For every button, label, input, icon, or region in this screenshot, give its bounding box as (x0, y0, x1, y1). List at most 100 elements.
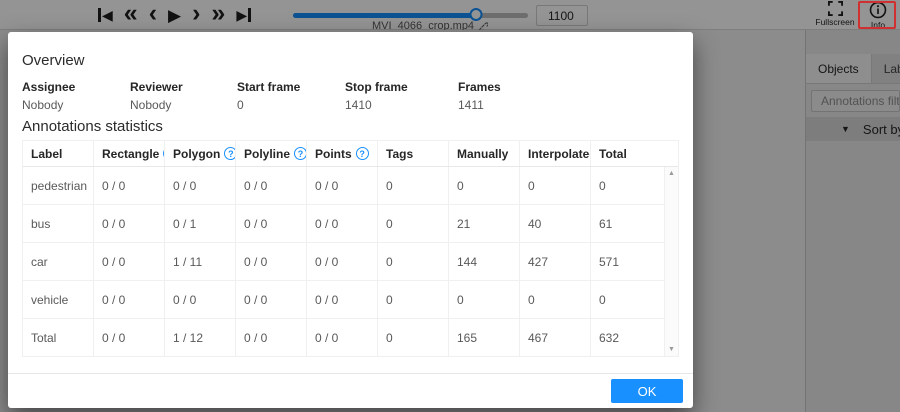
sidebar-tabs: Objects Labels (806, 54, 900, 84)
stats-header-row: LabelRectangle?Polygon?Polyline?Points?T… (23, 141, 678, 167)
stat-cell: 632 (599, 330, 620, 345)
stat-cell: 0 / 0 (165, 281, 236, 318)
modal-title: Overview (22, 52, 85, 69)
table-scrollbar[interactable]: ▲ ▼ (664, 167, 678, 356)
double-chevron-right-icon: » (211, 0, 226, 27)
stat-cell: 0 / 0 (236, 243, 307, 280)
label-cell: pedestrian (23, 167, 94, 204)
ok-button[interactable]: OK (611, 379, 683, 403)
column-header-manually: Manually (449, 141, 520, 166)
stat-cell: 144 (449, 243, 520, 280)
help-question-icon[interactable]: ? (224, 147, 235, 160)
stat-cell: 0 (520, 167, 591, 204)
frame-slider[interactable] (293, 8, 528, 21)
stat-cell: 0 / 0 (236, 167, 307, 204)
tab-objects[interactable]: Objects (806, 54, 872, 83)
column-header-tags: Tags (378, 141, 449, 166)
stat-cell: 0 (378, 281, 449, 318)
sort-by-dropdown[interactable]: Sort by (862, 121, 900, 137)
forward-button[interactable]: » (211, 0, 225, 30)
stat-cell: 0 (378, 243, 449, 280)
stat-cell: 1 / 12 (165, 319, 236, 356)
help-question-icon[interactable]: ? (355, 147, 369, 160)
sidebar-toolbar: ▼ Sort by (806, 117, 900, 141)
scroll-up-icon[interactable]: ▲ (668, 170, 675, 177)
stat-cell: 0 / 0 (307, 243, 378, 280)
play-icon: ▶ (168, 5, 182, 25)
slider-handle[interactable] (469, 8, 483, 21)
stat-cell: 571 (599, 254, 620, 269)
stat-cell: 0 / 0 (94, 205, 165, 242)
overview-modal: Overview Assignee Nobody Reviewer Nobody… (8, 32, 693, 408)
help-question-icon[interactable]: ? (294, 147, 306, 160)
stats-section-title: Annotations statistics (22, 118, 163, 135)
stat-cell: 40 (520, 205, 591, 242)
stat-cell: 0 (520, 281, 591, 318)
column-header-points: Points? (307, 141, 378, 166)
stat-cell: 0 (599, 292, 606, 307)
double-chevron-left-icon: « (123, 0, 138, 27)
stat-cell: 0 / 0 (307, 281, 378, 318)
column-header-interpolated: Interpolated (520, 141, 591, 166)
stat-cell: 0 (378, 167, 449, 204)
player-controls: ◀ « ‹ ▶ › » ▶ (98, 0, 252, 30)
previous-frame-button[interactable]: ‹ (149, 0, 157, 30)
go-last-frame-button[interactable]: ▶ (236, 0, 252, 30)
stat-cell: 165 (449, 319, 520, 356)
stat-cell: 0 / 0 (94, 281, 165, 318)
tab-labels[interactable]: Labels (883, 61, 900, 76)
stat-cell: 1 / 11 (165, 243, 236, 280)
stat-cell: 0 (449, 167, 520, 204)
stat-cell: 0 (378, 319, 449, 356)
scroll-down-icon[interactable]: ▼ (668, 346, 675, 353)
stat-cell: 0 / 0 (165, 167, 236, 204)
go-first-frame-button[interactable]: ◀ (98, 0, 113, 30)
label-cell: Total (23, 319, 94, 356)
stat-cell: 0 / 1 (165, 205, 236, 242)
meta-start-frame: Start frame 0 (237, 80, 301, 112)
stat-cell: 61 (599, 216, 613, 231)
chevron-left-icon: ‹ (148, 0, 158, 27)
backward-button[interactable]: « (124, 0, 138, 30)
modal-footer: OK (8, 373, 693, 408)
stat-cell: 427 (520, 243, 591, 280)
stat-cell: 0 (378, 205, 449, 242)
stat-cell: 0 / 0 (94, 319, 165, 356)
stat-cell: 0 / 0 (236, 205, 307, 242)
label-cell: car (23, 243, 94, 280)
last-frame-icon: ▶ (236, 8, 252, 22)
annotations-filter-input[interactable]: Annotations filter (811, 90, 900, 112)
stat-cell: 0 / 0 (236, 319, 307, 356)
stat-cell: 0 (599, 178, 606, 193)
first-frame-icon: ◀ (98, 8, 113, 22)
chevron-right-icon: › (192, 0, 201, 27)
stat-cell: 0 / 0 (307, 167, 378, 204)
column-header-polyline: Polyline? (236, 141, 307, 166)
fullscreen-button[interactable]: Fullscreen (813, 1, 857, 27)
stat-cell: 0 (449, 281, 520, 318)
column-header-rectangle: Rectangle? (94, 141, 165, 166)
label-cell: bus (23, 205, 94, 242)
column-header-label: Label (23, 141, 94, 166)
stat-cell: 0 / 0 (94, 167, 165, 204)
frame-number-input[interactable] (536, 5, 588, 26)
stat-cell: 0 / 0 (307, 319, 378, 356)
stat-cell: 21 (449, 205, 520, 242)
meta-stop-frame: Stop frame 1410 (345, 80, 408, 112)
player-bar: ◀ « ‹ ▶ › » ▶ MVI_4066_crop.mp4 (0, 0, 900, 32)
column-header-polygon: Polygon? (165, 141, 236, 166)
next-frame-button[interactable]: › (192, 0, 200, 30)
annotations-statistics-table: LabelRectangle?Polygon?Polyline?Points?T… (22, 140, 679, 357)
stat-cell: 0 / 0 (307, 205, 378, 242)
meta-frames: Frames 1411 (458, 80, 501, 112)
expand-caret-icon[interactable]: ▼ (841, 124, 850, 134)
label-cell: vehicle (23, 281, 94, 318)
play-button[interactable]: ▶ (168, 0, 181, 30)
objects-sidebar: Objects Labels Annotations filter ▼ Sort… (805, 30, 900, 412)
slider-fill (293, 13, 477, 18)
